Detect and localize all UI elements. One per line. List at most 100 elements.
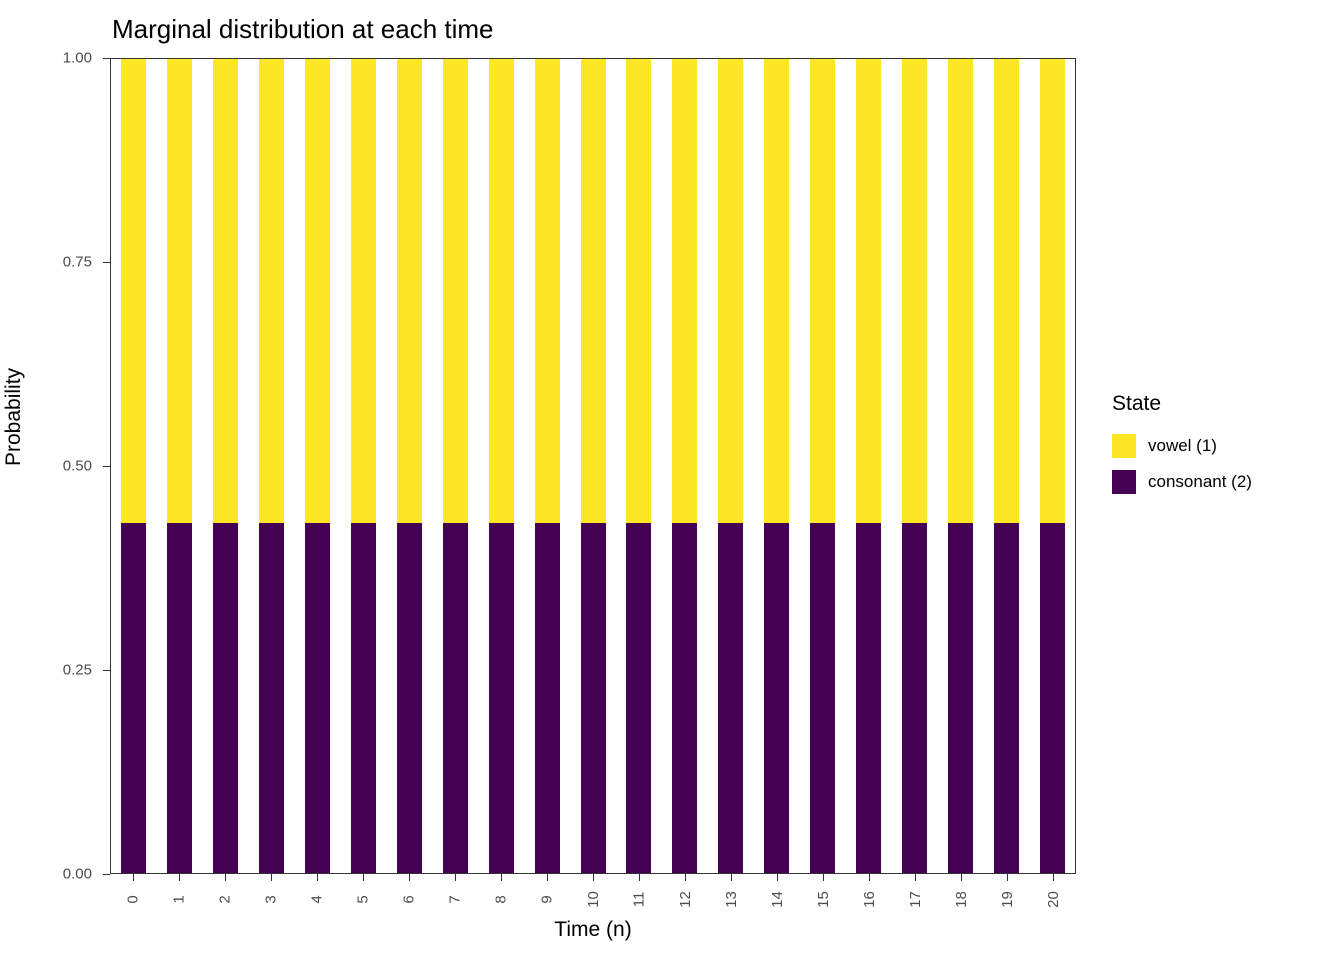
bar-segment-consonant [626,522,652,873]
x-tick-label: 4 [308,894,326,904]
x-tick-mark [455,874,456,881]
bar-segment-consonant [350,522,376,873]
bar-10 [570,59,616,873]
bar-segment-vowel [855,59,881,523]
bar-segment-vowel [718,59,744,523]
legend: State vowel (1) consonant (2) [1112,392,1332,506]
bar-segment-vowel [993,59,1019,523]
x-tick-label: 2 [216,894,234,904]
bar-18 [937,59,983,873]
bar-segment-consonant [993,522,1019,873]
bar-segment-consonant [305,522,331,873]
x-tick-label: 11 [630,891,648,907]
x-tick-mark [317,874,318,881]
x-tick-label: 17 [906,890,924,908]
bar-5 [341,59,387,873]
bars-container [111,59,1075,873]
y-tick-label: 1.00 [62,49,92,67]
bar-17 [891,59,937,873]
bar-segment-consonant [718,522,744,873]
bar-segment-vowel [213,59,239,523]
x-tick-mark [777,874,778,881]
x-tick-label: 15 [814,890,832,908]
y-tick-label: 0.25 [62,661,92,679]
x-tick-label: 19 [998,890,1016,908]
legend-items: vowel (1) consonant (2) [1112,434,1332,494]
x-tick-mark [685,874,686,881]
legend-item: vowel (1) [1112,434,1332,458]
legend-item: consonant (2) [1112,470,1332,494]
y-tick-mark [103,874,110,875]
y-tick-mark [103,58,110,59]
bar-segment-vowel [259,59,285,523]
bar-segment-consonant [855,522,881,873]
bar-9 [524,59,570,873]
bar-segment-vowel [167,59,193,523]
bar-0 [111,59,157,873]
x-tick-label: 5 [354,894,372,904]
bar-segment-consonant [534,522,560,873]
bar-19 [983,59,1029,873]
y-tick-label: 0.00 [62,865,92,883]
x-tick-label: 18 [952,890,970,908]
x-tick-label: 3 [262,894,280,904]
bar-segment-consonant [167,522,193,873]
x-tick-mark [133,874,134,881]
x-tick-label: 1 [170,894,188,904]
x-tick-mark [639,874,640,881]
x-tick-mark [915,874,916,881]
legend-key-swatch [1112,434,1136,458]
x-tick-mark [271,874,272,881]
x-tick-label: 13 [722,890,740,908]
bar-segment-consonant [764,522,790,873]
x-tick-label: 10 [584,890,602,908]
x-tick-label: 6 [400,894,418,904]
x-tick-mark [593,874,594,881]
bar-segment-vowel [626,59,652,523]
chart-title: Marginal distribution at each time [112,14,494,44]
bar-segment-vowel [305,59,331,523]
x-tick-mark [501,874,502,881]
bar-segment-vowel [810,59,836,523]
x-tick-label: 20 [1044,890,1062,908]
bar-segment-vowel [672,59,698,523]
y-tick-label: 0.50 [62,457,92,475]
bar-segment-vowel [534,59,560,523]
legend-label: vowel (1) [1148,436,1217,455]
y-axis-title: Probability [2,367,25,466]
bar-segment-consonant [810,522,836,873]
bar-7 [432,59,478,873]
y-tick-label: 0.75 [62,253,92,271]
bar-segment-consonant [259,522,285,873]
bar-segment-vowel [947,59,973,523]
bar-segment-consonant [672,522,698,873]
y-tick-mark [103,670,110,671]
x-tick-mark [179,874,180,881]
x-tick-label: 0 [124,894,142,904]
x-tick-label: 16 [860,890,878,908]
bar-16 [846,59,892,873]
x-tick-mark [1007,874,1008,881]
bar-8 [478,59,524,873]
bar-12 [662,59,708,873]
x-tick-mark [363,874,364,881]
bar-segment-vowel [580,59,606,523]
bar-segment-vowel [350,59,376,523]
bar-segment-vowel [488,59,514,523]
bar-6 [386,59,432,873]
x-tick-mark [823,874,824,881]
x-tick-label: 14 [768,890,786,908]
y-tick-mark [103,262,110,263]
bar-3 [249,59,295,873]
bar-segment-consonant [580,522,606,873]
x-tick-label: 12 [676,890,694,908]
x-tick-mark [731,874,732,881]
y-tick-mark [103,466,110,467]
legend-key-swatch [1112,470,1136,494]
bar-14 [754,59,800,873]
bar-segment-consonant [901,522,927,873]
bar-segment-consonant [947,522,973,873]
bar-1 [157,59,203,873]
x-tick-mark [1053,874,1054,881]
